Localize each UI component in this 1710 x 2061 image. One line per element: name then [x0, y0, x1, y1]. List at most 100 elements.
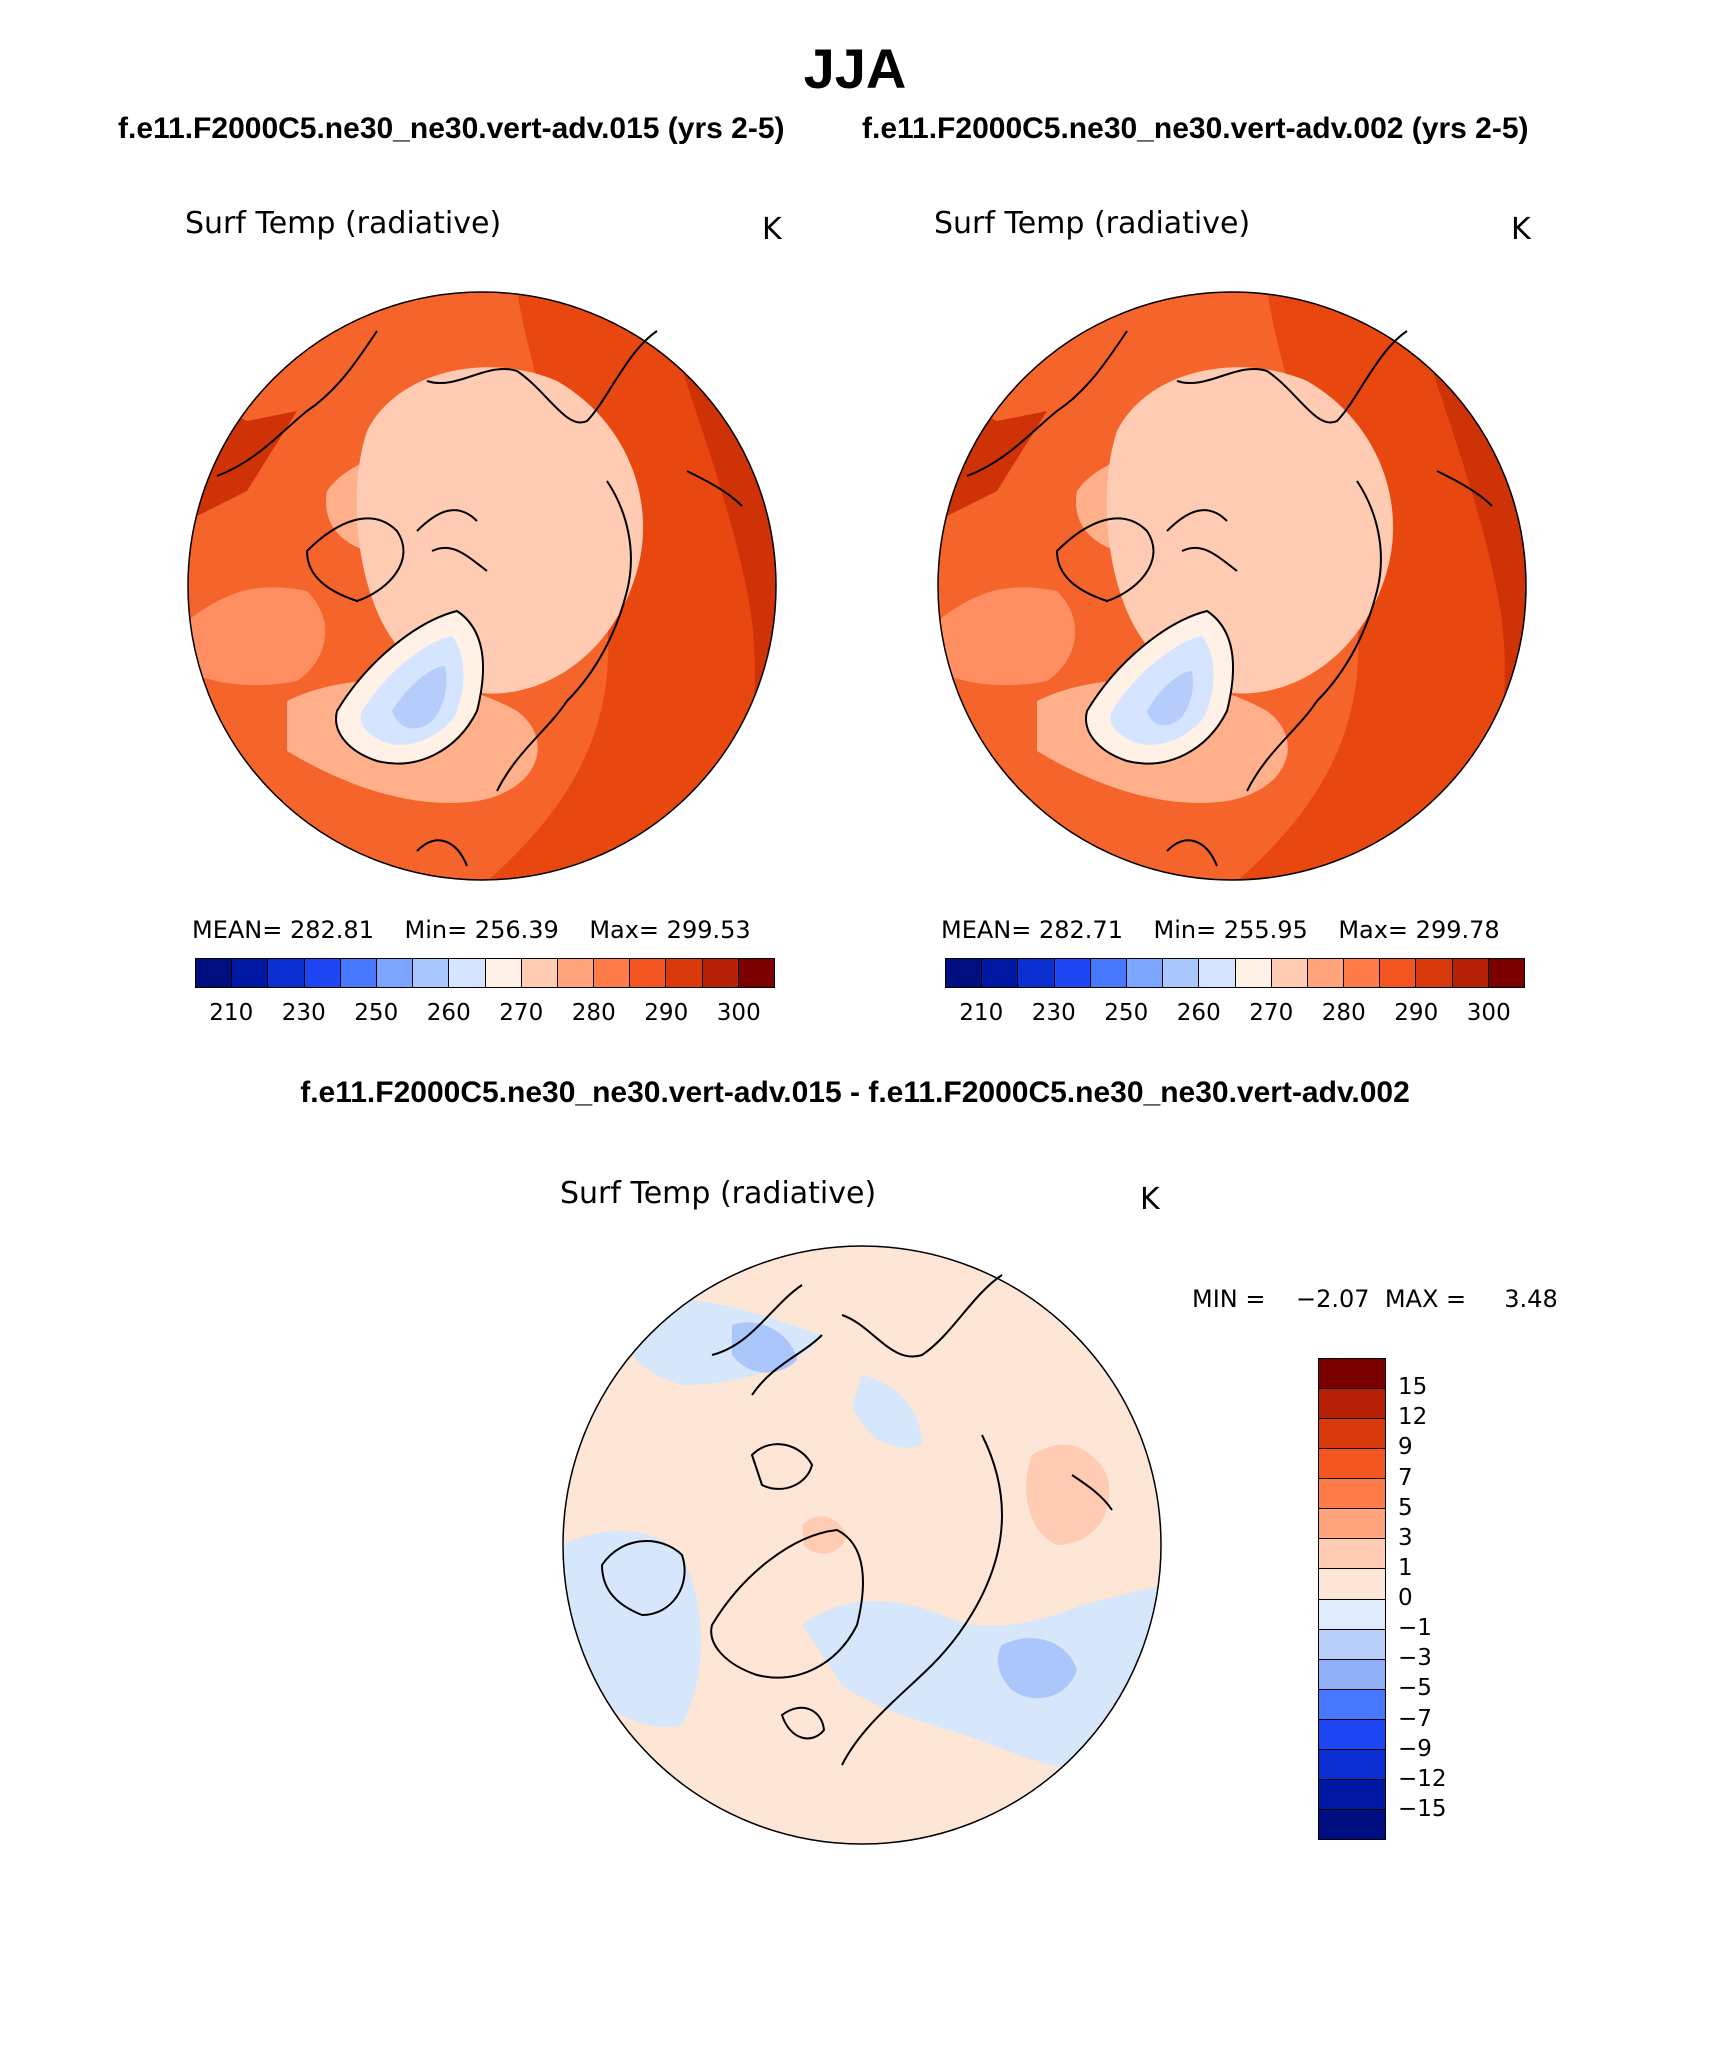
colorbar-tick-label: 230	[281, 1000, 326, 1026]
positive-anomaly	[1026, 1444, 1110, 1545]
colorbar-swatch	[1319, 1479, 1385, 1510]
arctic-ocean-region	[356, 367, 644, 694]
colorbar-swatch	[1416, 959, 1453, 987]
colorbar-swatch	[413, 959, 450, 987]
colorbar-swatch	[1235, 959, 1272, 987]
colorbar-swatch	[1319, 1749, 1385, 1780]
colorbar-swatch	[1319, 1809, 1385, 1839]
land-warm-west	[188, 587, 325, 686]
coastline	[841, 1274, 1003, 1358]
colorbar-tick-label: −5	[1398, 1675, 1432, 1702]
colorbar-swatch	[1319, 1689, 1385, 1720]
colorbar-ticks-left: 210 230 250 260 270 280 290 300	[195, 1000, 775, 1026]
colorbar-swatch	[449, 959, 486, 987]
colorbar-right	[945, 958, 1525, 988]
coastline	[416, 509, 488, 572]
colorbar-tick-label: 210	[209, 1000, 254, 1026]
colorbar-swatch	[376, 959, 414, 987]
coastline	[686, 470, 743, 507]
coastline	[1055, 517, 1155, 603]
colorbar-tick-label: 210	[959, 1000, 1004, 1026]
colorbar-swatch	[340, 959, 377, 987]
mean-label-right: MEAN= 282.71	[941, 916, 1123, 944]
coastline-greenland	[335, 609, 484, 765]
coastline	[966, 330, 1128, 477]
colorbar-swatch	[232, 959, 269, 987]
colorbar-swatch	[594, 959, 631, 987]
colorbar-swatch	[1319, 1659, 1385, 1690]
min-label-left: Min= 256.39	[404, 916, 559, 944]
coastline	[1246, 480, 1382, 792]
coastline	[841, 1434, 1003, 1766]
colorbar-swatch	[1271, 959, 1308, 987]
colorbar-tick-label: 290	[644, 1000, 689, 1026]
diff-title: f.e11.F2000C5.ne30_ne30.vert-adv.015 - f…	[300, 1076, 1410, 1109]
colorbar-swatch	[1319, 1419, 1385, 1450]
max-label-right: Max= 299.78	[1338, 916, 1500, 944]
negative-anomaly	[563, 1531, 701, 1727]
colorbar-tick-label: −3	[1398, 1645, 1432, 1672]
colorbar-swatch	[1319, 1629, 1385, 1660]
colorbar-tick-label: 280	[1321, 1000, 1366, 1026]
colorbar-swatch	[1319, 1359, 1385, 1390]
colorbar-swatch	[1319, 1719, 1385, 1750]
colorbar-swatch	[702, 959, 739, 987]
colorbar-swatch	[268, 959, 305, 987]
coastline	[1071, 1474, 1113, 1511]
colorbar-tick-label: −1	[1398, 1615, 1432, 1642]
max-label-left: Max= 299.53	[589, 916, 751, 944]
greenland-core	[1147, 671, 1193, 726]
positive-anomaly	[802, 1516, 847, 1554]
colorbar-left	[195, 958, 775, 988]
coastline	[305, 517, 405, 603]
colorbar-swatch	[196, 959, 233, 987]
colorbar-swatch	[557, 959, 595, 987]
case-title-right: f.e11.F2000C5.ne30_ne30.vert-adv.002 (yr…	[862, 112, 1529, 145]
units-left: K	[762, 212, 782, 247]
colorbar-swatch	[1090, 959, 1127, 987]
colorbar-swatch	[982, 959, 1019, 987]
units-diff: K	[1140, 1182, 1160, 1217]
var-title-left: Surf Temp (radiative)	[185, 206, 502, 241]
coastline	[1166, 839, 1218, 867]
colorbar-ticks-right: 210 230 250 260 270 280 290 300	[945, 1000, 1525, 1026]
colorbar-tick-label: 15	[1398, 1374, 1428, 1401]
negative-anomaly-strong	[997, 1638, 1077, 1699]
colorbar-tick-label: 3	[1398, 1524, 1413, 1551]
colorbar-swatch	[1380, 959, 1417, 987]
colorbar-swatch	[946, 959, 983, 987]
diff-min-value: −2.07	[1296, 1285, 1370, 1313]
stats-left: MEAN= 282.81 Min= 256.39 Max= 299.53	[192, 916, 751, 944]
colorbar-swatch	[1126, 959, 1164, 987]
colorbar-swatch	[1319, 1569, 1385, 1600]
colorbar-swatch	[1319, 1389, 1385, 1420]
colorbar-ticks-diff: 15 12 9 7 5 3 1 0 −1 −3 −5 −7 −9 −12 −15	[1398, 1358, 1478, 1840]
colorbar-swatch	[521, 959, 558, 987]
coastline	[780, 1706, 826, 1740]
colorbar-tick-label: 290	[1394, 1000, 1439, 1026]
colorbar-swatch	[1344, 959, 1381, 987]
colorbar-swatch	[630, 959, 667, 987]
coastline-greenland	[1085, 609, 1234, 765]
colorbar-swatch	[1319, 1779, 1385, 1810]
colorbar-tick-label: −9	[1398, 1735, 1432, 1762]
colorbar-tick-label: 260	[1176, 1000, 1221, 1026]
coastline	[711, 1284, 823, 1396]
coastline	[1436, 470, 1493, 507]
coastline	[216, 330, 378, 477]
colorbar-tick-label: 9	[1398, 1434, 1413, 1461]
units-right: K	[1511, 212, 1531, 247]
colorbar-swatch	[1319, 1449, 1385, 1480]
colorbar-tick-label: 250	[354, 1000, 399, 1026]
colorbar-tick-label: 280	[571, 1000, 616, 1026]
polar-map-left	[187, 291, 777, 881]
colorbar-swatch	[1054, 959, 1091, 987]
diff-minmax: MIN = −2.07 MAX = 3.48	[1192, 1285, 1558, 1313]
coastline	[1176, 330, 1408, 424]
mean-label-left: MEAN= 282.81	[192, 916, 374, 944]
min-label-right: Min= 255.95	[1153, 916, 1308, 944]
coastline	[416, 839, 468, 867]
diff-max-value: 3.48	[1504, 1285, 1558, 1313]
colorbar-tick-label: −7	[1398, 1705, 1432, 1732]
colorbar-swatch	[1163, 959, 1200, 987]
